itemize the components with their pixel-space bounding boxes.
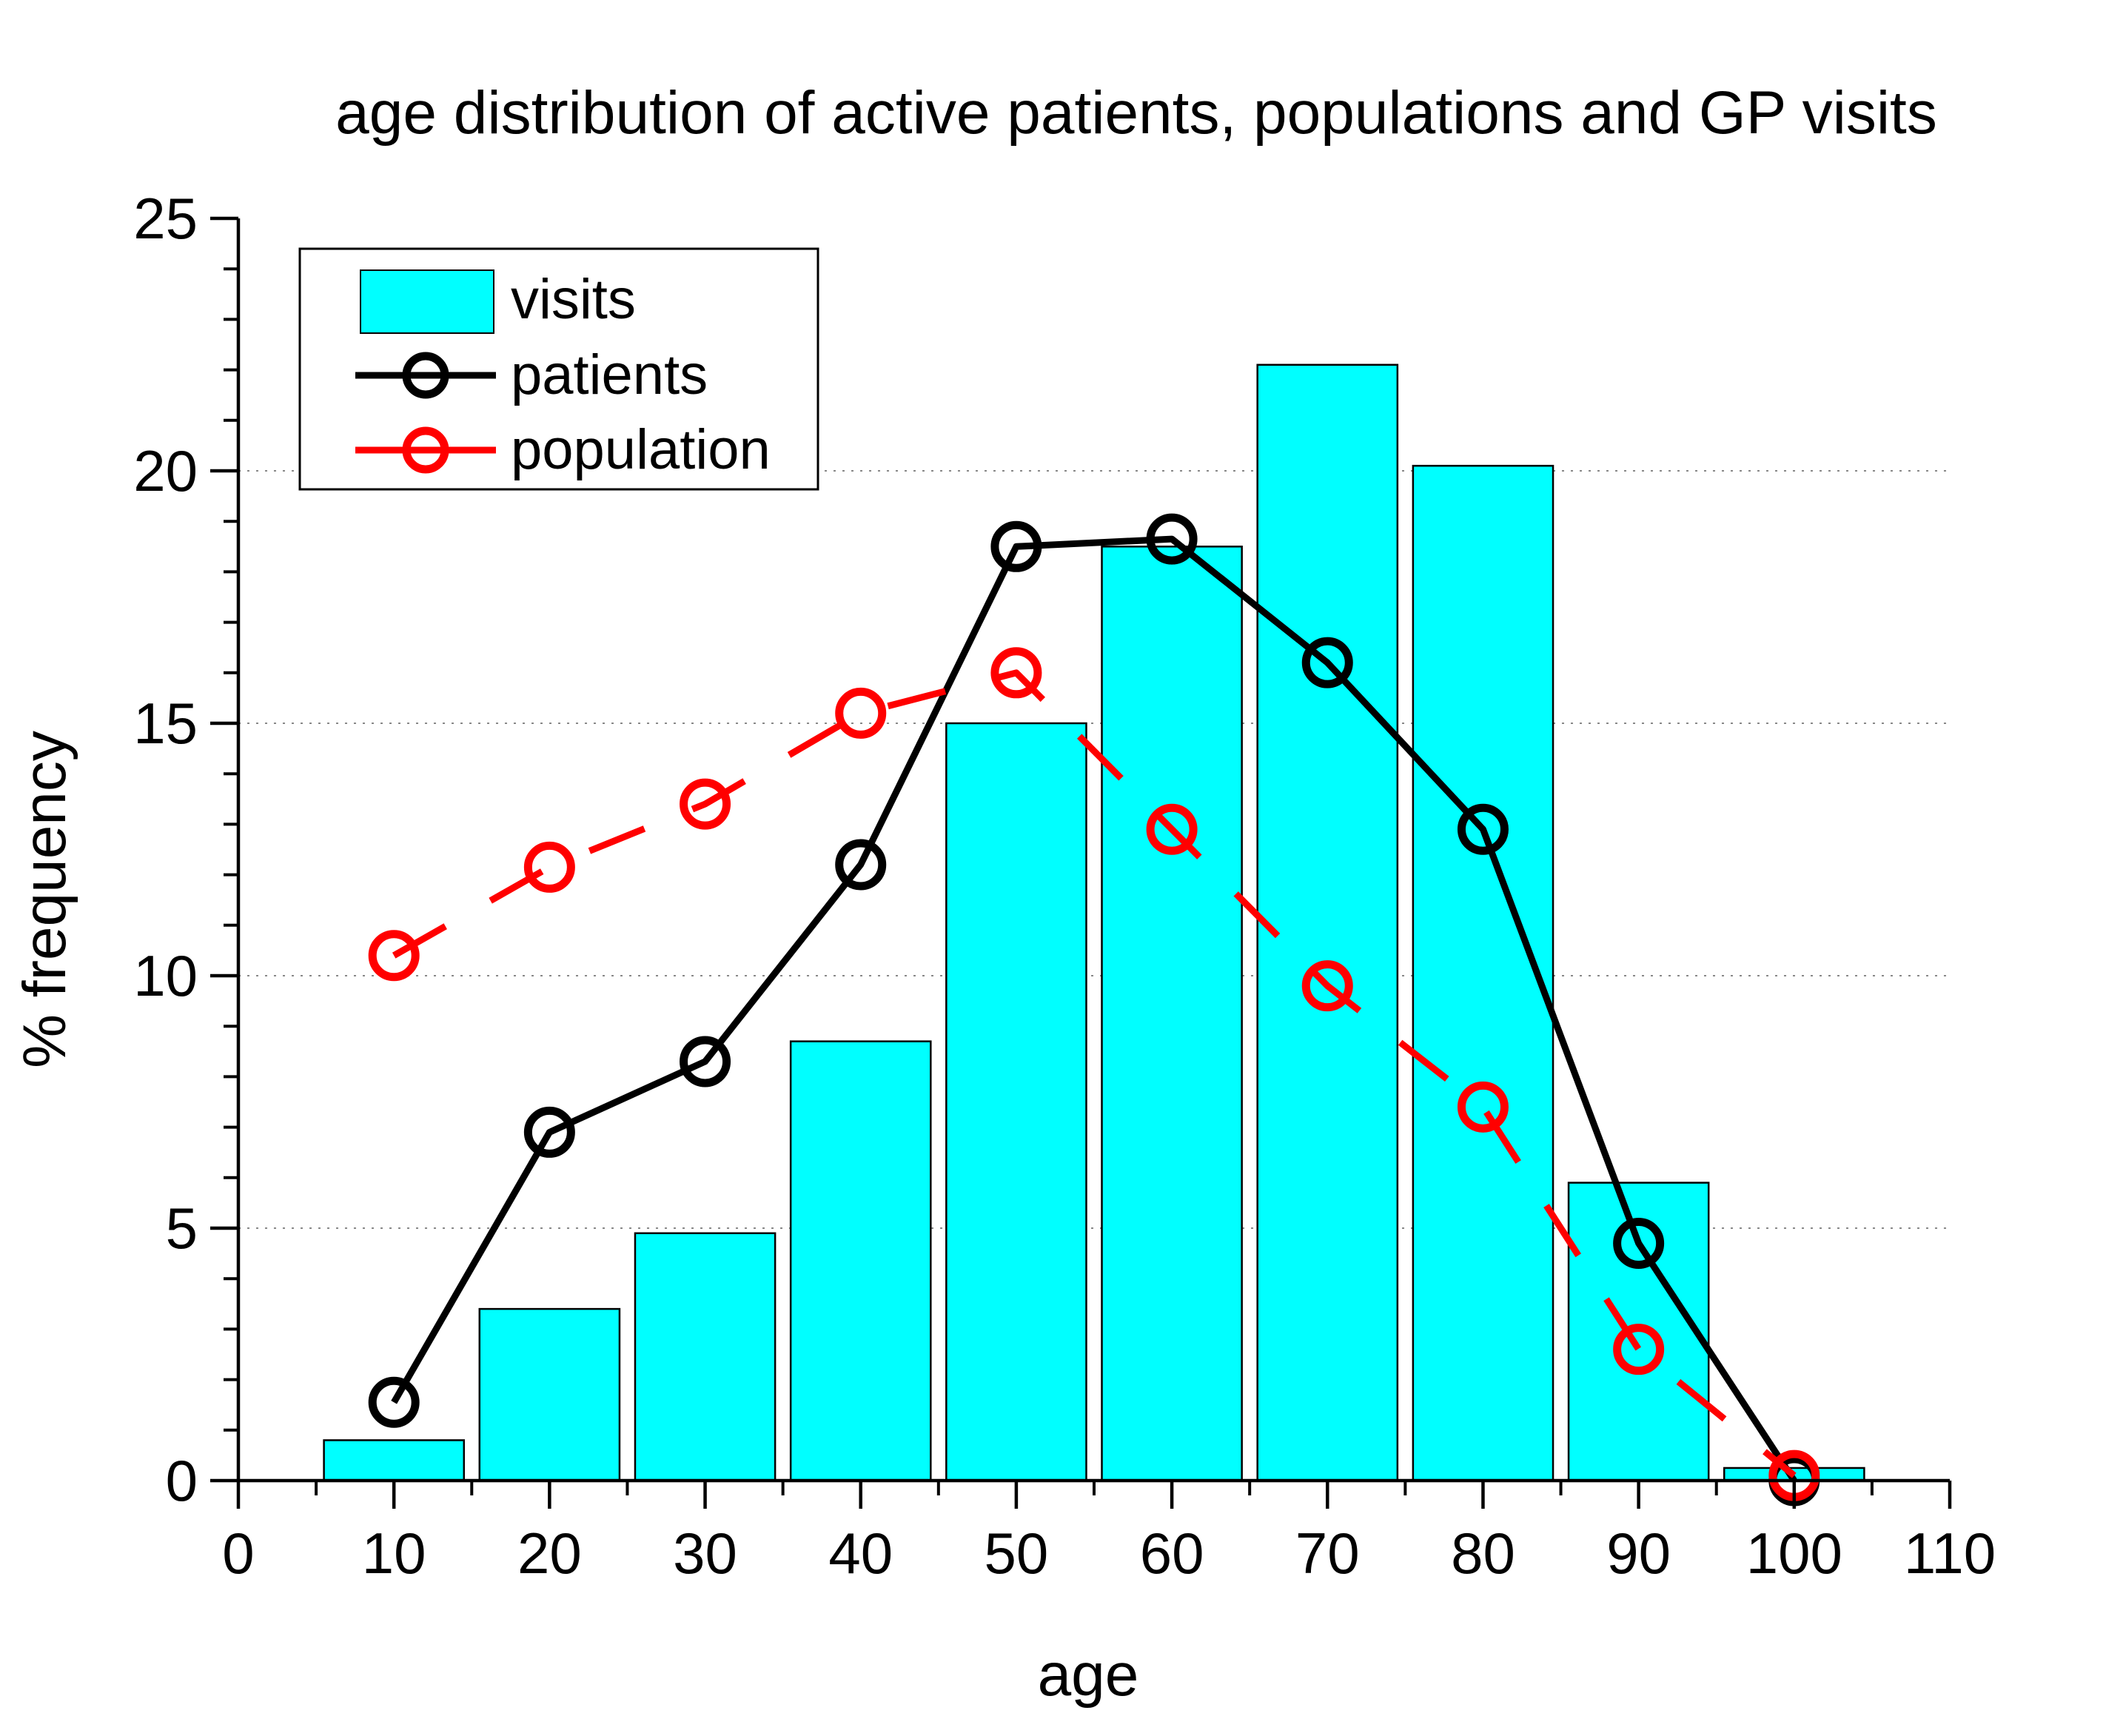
line-population (392, 669, 1797, 1478)
point-patients-80 (1457, 803, 1509, 855)
bar-visits-50 (945, 722, 1087, 1482)
bar-visits-40 (789, 1040, 932, 1482)
line-patients (391, 535, 1797, 1483)
y-axis-label: % frequency (11, 731, 78, 1068)
legend-visits-label: visits (511, 268, 636, 331)
x-tick-label-90: 90 (1606, 1521, 1671, 1586)
y-tick-label-0: 0 (166, 1448, 198, 1513)
legend-population-marker (402, 426, 449, 474)
point-population-70 (1301, 960, 1353, 1012)
point-patients-60 (1146, 513, 1198, 565)
point-population-50 (990, 647, 1042, 699)
x-tick-label-60: 60 (1140, 1521, 1204, 1586)
bar-visits-80 (1412, 464, 1554, 1482)
x-tick-label-100: 100 (1746, 1521, 1842, 1586)
chart-title: age distribution of active patients, pop… (335, 79, 1937, 147)
x-tick-label-50: 50 (985, 1521, 1049, 1586)
bar-visits-30 (634, 1232, 777, 1482)
y-tick-label-25: 25 (133, 186, 198, 251)
bar-visits-20 (478, 1307, 621, 1482)
y-tick-label-5: 5 (166, 1196, 198, 1261)
y-tick-label-10: 10 (133, 943, 198, 1008)
point-population-40 (835, 687, 887, 739)
bar-visits-60 (1101, 546, 1243, 1482)
x-tick-label-20: 20 (517, 1521, 582, 1586)
point-population-20 (523, 841, 575, 893)
visits-bars (323, 363, 1865, 1482)
x-tick-label-30: 30 (673, 1521, 737, 1586)
bar-visits-90 (1567, 1182, 1710, 1482)
point-patients-30 (680, 1036, 731, 1087)
point-patients-70 (1301, 637, 1353, 688)
bar-visits-70 (1256, 363, 1399, 1482)
point-population-30 (680, 778, 731, 830)
legend-population-label: population (511, 418, 771, 481)
axes: 0 10 20 30 40 50 60 70 80 90 100 110 0 5 10 15 20 25 (133, 186, 1996, 1586)
grid-lines (238, 470, 1950, 1229)
y-tick-label-20: 20 (133, 438, 198, 503)
x-tick-label-110: 110 (1904, 1521, 1996, 1586)
point-population-90 (1613, 1324, 1665, 1375)
legend-patients-marker (402, 352, 449, 399)
x-tick-label-70: 70 (1295, 1521, 1360, 1586)
x-tick-label-10: 10 (362, 1521, 426, 1586)
bar-visits-10 (323, 1439, 466, 1482)
point-patients-20 (523, 1106, 575, 1158)
point-population-60 (1146, 803, 1198, 855)
x-axis-label: age (1038, 1641, 1139, 1709)
point-population-10 (368, 930, 420, 982)
legend-visits-swatch (360, 269, 494, 334)
legend: visits patients population (298, 247, 819, 491)
point-patients-10 (368, 1376, 420, 1428)
point-population-80 (1457, 1081, 1509, 1133)
point-patients-40 (835, 839, 887, 891)
legend-patients-label: patients (511, 343, 708, 406)
y-tick-label-15: 15 (133, 691, 198, 756)
point-patients-90 (1613, 1217, 1665, 1269)
x-tick-label-0: 0 (222, 1521, 254, 1586)
point-patients-50 (990, 520, 1042, 572)
x-tick-label-80: 80 (1451, 1521, 1515, 1586)
x-tick-label-40: 40 (828, 1521, 893, 1586)
